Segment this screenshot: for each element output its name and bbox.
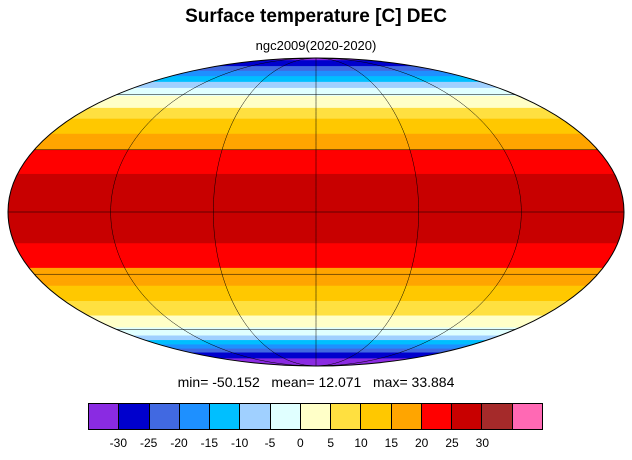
colorbar-tick-label: 20 [414,436,429,450]
colorbar-swatch [360,404,391,429]
colorbar-swatch [209,404,240,429]
max-value: 33.884 [411,374,455,390]
min-value: -50.152 [212,374,260,390]
colorbar-swatch [420,404,452,429]
colorbar-swatch [178,404,210,429]
colorbar-swatch [330,404,361,429]
mean-label: mean= [271,374,315,390]
globe-outline [7,57,625,367]
temperature-map [7,57,625,367]
graticule [8,58,624,366]
colorbar-tick-label: -10 [230,436,249,450]
mean-value: 12.071 [318,374,362,390]
colorbar-tick-label: 25 [445,436,459,450]
colorbar-swatch [89,404,119,429]
colorbar-tick-label: -20 [170,436,188,450]
map-title: Surface temperature [C] DEC [185,6,447,27]
colorbar-swatch [239,404,270,429]
colorbar-swatch [481,404,512,429]
colorbar-tick-label: 5 [327,436,334,450]
colorbar-swatch [451,404,482,429]
colorbar-swatch [148,404,179,429]
colorbar-tick-label: 0 [296,436,304,450]
colorbar-swatch [390,404,421,429]
colorbar-swatch [269,404,300,429]
colorbar-swatch [118,404,149,429]
map-subtitle: ngc2009(2020-2020) [255,38,377,53]
colorbar-swatch [511,404,542,429]
colorbar-tick-label: -25 [139,436,158,450]
colorbar-tick-label: 15 [384,436,398,450]
colorbar-tick-label: -5 [264,436,276,450]
colorbar-swatch [299,404,331,429]
min-label: min= [177,374,209,390]
stats-line: min= -50.152 mean= 12.071 max= 33.884 [0,374,632,390]
colorbar [88,403,543,430]
max-label: max= [373,374,408,390]
colorbar-tick-label: 10 [354,436,368,450]
colorbar-tick-label: 30 [475,436,489,450]
colorbar-tick-label: -30 [109,436,127,450]
colorbar-ticks: -30 -25 -20 -15 -10 -5 0 5 10 15 20 25 30 [88,436,543,454]
colorbar-tick-label: -15 [200,436,218,450]
